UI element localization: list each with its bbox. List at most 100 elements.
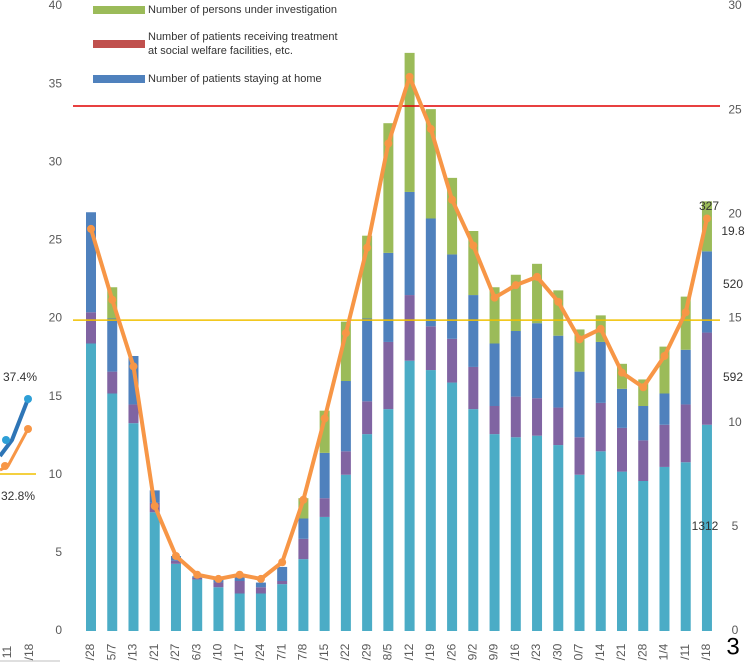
line-marker bbox=[129, 362, 138, 371]
bar-segment bbox=[553, 445, 564, 631]
line-marker bbox=[363, 243, 372, 252]
bar-segment bbox=[277, 584, 288, 631]
bar-segment bbox=[404, 52, 415, 192]
y2-tick-label: 0 bbox=[732, 623, 739, 637]
legend-label: Number of persons under investigation bbox=[148, 4, 337, 16]
bar-segment bbox=[192, 579, 203, 631]
bar-segment bbox=[340, 381, 351, 452]
legend-label: Number of patients staying at home bbox=[148, 73, 322, 85]
bar-segment bbox=[340, 321, 351, 381]
bar-segment bbox=[277, 581, 288, 585]
line-marker bbox=[681, 308, 690, 317]
x-tick-label: /12 bbox=[402, 643, 416, 660]
bar-segment bbox=[595, 451, 606, 631]
bar-segment bbox=[86, 312, 96, 344]
y-tick-label: 5 bbox=[55, 545, 62, 559]
x-tick-label: /18 bbox=[699, 643, 713, 660]
bar-segment bbox=[617, 427, 627, 472]
line-marker bbox=[618, 368, 626, 377]
bar-segment bbox=[638, 481, 649, 631]
x-tick-label: /16 bbox=[508, 643, 522, 660]
x-tick-label: 6/3 bbox=[189, 643, 203, 660]
y-tick-label: 35 bbox=[49, 76, 63, 90]
bar-segment bbox=[532, 323, 543, 399]
line-marker bbox=[320, 414, 329, 423]
line-marker bbox=[660, 352, 669, 360]
line-marker bbox=[214, 574, 223, 583]
bar-segment bbox=[617, 388, 627, 428]
bar-segment bbox=[383, 252, 394, 342]
y-tick-label: 20 bbox=[49, 311, 63, 325]
bar-segment bbox=[213, 587, 224, 631]
line-marker bbox=[278, 558, 287, 567]
y2-tick-label: 15 bbox=[728, 311, 742, 325]
bar-segment bbox=[468, 409, 479, 631]
bar-segment bbox=[425, 109, 436, 219]
x-tick-label: /14 bbox=[593, 643, 607, 660]
bar-segment bbox=[510, 396, 521, 438]
fragment-dot bbox=[2, 436, 10, 444]
x-tick-label: 1/4 bbox=[657, 643, 671, 660]
bar-segment bbox=[638, 406, 649, 441]
line-marker bbox=[511, 281, 520, 290]
page-number: 3 bbox=[726, 633, 739, 660]
x-tick-label: /24 bbox=[253, 643, 267, 660]
bar-segment bbox=[425, 218, 436, 327]
legend-swatch bbox=[93, 40, 145, 48]
bar-segment bbox=[638, 440, 649, 481]
line-marker bbox=[108, 295, 117, 304]
legend-swatch bbox=[93, 6, 145, 14]
bar-segment bbox=[425, 326, 436, 371]
bar-segment bbox=[404, 191, 415, 296]
bar-segment bbox=[617, 471, 627, 631]
line-marker bbox=[554, 297, 563, 306]
y-tick-label: 0 bbox=[55, 623, 62, 637]
fragment-label: 37.4% bbox=[3, 370, 37, 384]
bar-segment bbox=[255, 587, 266, 594]
bar-segment bbox=[340, 474, 351, 631]
bar-segment bbox=[362, 401, 373, 435]
bar-segment bbox=[595, 341, 606, 403]
line-marker bbox=[490, 293, 499, 302]
line-marker bbox=[448, 195, 457, 204]
bar-segment bbox=[468, 366, 479, 410]
bar-segment bbox=[447, 254, 458, 339]
fragment-line bbox=[0, 398, 30, 458]
line-marker bbox=[235, 570, 244, 579]
x-tick-label: 8/5 bbox=[381, 643, 395, 660]
legend-label: Number of patients receiving treatment at… bbox=[148, 31, 338, 57]
bar-segment bbox=[362, 434, 373, 631]
y-tick-label: 25 bbox=[49, 233, 63, 247]
bar-segment bbox=[425, 370, 436, 631]
x-tick-label: /28 bbox=[83, 643, 97, 660]
bar-segment bbox=[659, 346, 670, 394]
x-tick-label: 9/2 bbox=[465, 643, 479, 660]
bar-segment bbox=[404, 360, 415, 631]
bar-segment bbox=[574, 437, 585, 475]
x-tick-label: 5/7 bbox=[104, 643, 118, 660]
line-marker bbox=[193, 570, 202, 579]
bar-segment bbox=[319, 452, 330, 499]
bar-segment bbox=[298, 498, 309, 519]
bar-segment bbox=[107, 371, 118, 394]
line-marker bbox=[171, 552, 180, 560]
x-tick-label: /28 bbox=[635, 643, 649, 660]
bar-segment bbox=[532, 398, 543, 436]
bar-segment bbox=[213, 582, 224, 588]
y-tick-label: 30 bbox=[49, 154, 63, 168]
bar-segment bbox=[510, 331, 521, 397]
x-tick-label: 0/7 bbox=[572, 643, 586, 660]
bar-segment bbox=[510, 437, 521, 631]
bar-segment bbox=[234, 581, 245, 594]
bar-segment bbox=[86, 212, 96, 313]
bar-segment bbox=[447, 382, 458, 631]
annotation: 520 bbox=[723, 277, 743, 291]
bar-segment bbox=[574, 474, 585, 631]
bar-segment bbox=[532, 435, 543, 631]
bar-segment bbox=[680, 349, 691, 405]
line-marker bbox=[702, 214, 711, 223]
bar-segment bbox=[128, 356, 139, 405]
bar-segment bbox=[659, 393, 670, 425]
bar-segment bbox=[255, 593, 266, 631]
